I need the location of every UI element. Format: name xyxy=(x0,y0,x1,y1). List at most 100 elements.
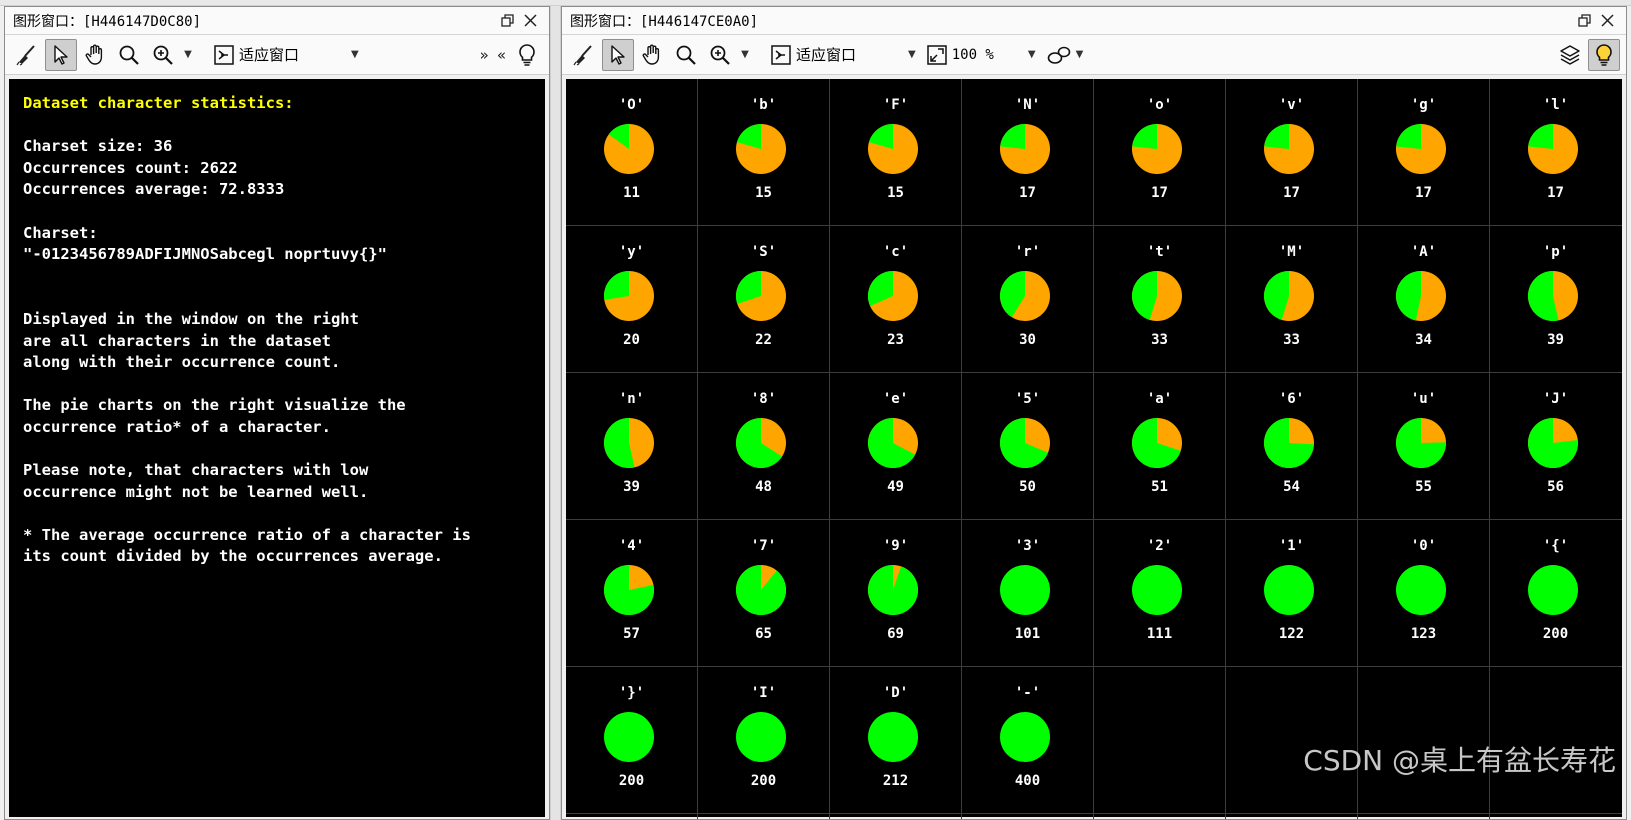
pie-chart xyxy=(604,565,654,615)
statistics-line: Displayed in the window on the right xyxy=(23,309,359,328)
title-bar: 图形窗口：[H446147D0C80] xyxy=(5,7,549,35)
clear-button[interactable] xyxy=(11,39,43,71)
grid-divider xyxy=(1093,79,1094,819)
splitter[interactable] xyxy=(550,6,561,820)
lightbulb-button[interactable] xyxy=(1588,38,1620,71)
pie-count-label: 17 xyxy=(1547,185,1564,201)
pie-char-label: 'p' xyxy=(1542,244,1569,260)
pie-chart xyxy=(868,712,918,762)
pie-chart xyxy=(1264,271,1314,321)
grid-divider xyxy=(566,666,1622,667)
draw-mode-select[interactable]: ▼ xyxy=(1042,39,1088,71)
close-window-button[interactable] xyxy=(519,10,541,32)
grid-divider xyxy=(566,372,1622,373)
pie-chart xyxy=(1528,124,1578,174)
grid-divider xyxy=(697,79,698,819)
zoom-mode-select[interactable]: 适应窗口 ▼ xyxy=(766,39,920,71)
pie-char-label: '-' xyxy=(1014,685,1041,701)
pie-count-label: 55 xyxy=(1415,479,1432,495)
pie-slice-ratio xyxy=(868,271,893,307)
statistics-line: * The average occurrence ratio of a char… xyxy=(23,525,471,544)
pie-chart xyxy=(1396,565,1446,615)
collapse-toolbar-button[interactable]: « xyxy=(496,45,506,64)
pie-cell: '2' 111 xyxy=(1094,520,1225,666)
close-icon xyxy=(523,14,537,27)
pie-cell: 'S' 22 xyxy=(698,226,829,372)
pie-cell: 'e' 49 xyxy=(830,373,961,519)
pie-slice-ratio xyxy=(736,418,783,468)
pie-count-label: 22 xyxy=(755,332,772,348)
restore-window-button[interactable] xyxy=(1574,10,1596,32)
pie-chart xyxy=(604,418,654,468)
pie-char-label: 'g' xyxy=(1410,97,1437,113)
pie-slice-ratio xyxy=(1132,418,1181,468)
zoom-percent-icon xyxy=(926,44,947,65)
pie-count-label: 34 xyxy=(1415,332,1432,348)
magnify-button[interactable] xyxy=(113,39,145,71)
pie-cell: 'g' 17 xyxy=(1358,79,1489,225)
pie-cell: 'D' 212 xyxy=(830,667,961,813)
pie-count-label: 65 xyxy=(755,626,772,642)
pie-char-label: 'I' xyxy=(750,685,777,701)
zoom-dropdown-button[interactable]: ▼ xyxy=(181,39,195,71)
pie-count-label: 51 xyxy=(1151,479,1168,495)
pie-count-label: 50 xyxy=(1019,479,1036,495)
close-icon xyxy=(1600,14,1614,27)
zoom-percent-select[interactable]: 100 % ▼ xyxy=(922,39,1040,71)
pointer-tool-button[interactable] xyxy=(602,38,634,71)
pie-char-label: 'N' xyxy=(1014,97,1041,113)
pie-slice-ratio xyxy=(1528,271,1559,321)
zoom-mode-select[interactable]: 适应窗口 ▼ xyxy=(209,39,363,71)
pie-char-label: '8' xyxy=(750,391,777,407)
broom-icon xyxy=(573,44,592,66)
pie-cell: '8' 48 xyxy=(698,373,829,519)
layers-icon xyxy=(1560,44,1580,65)
expand-toolbar-button[interactable]: » xyxy=(479,45,489,64)
pie-chart xyxy=(1528,418,1578,468)
pie-count-label: 54 xyxy=(1283,479,1300,495)
pie-cell: '7' 65 xyxy=(698,520,829,666)
graphics-window-right: 图形窗口：[H446147CE0A0] ▼ 适应窗口 xyxy=(561,6,1627,820)
zoom-dropdown-button[interactable]: ▼ xyxy=(738,39,752,71)
pan-tool-button[interactable] xyxy=(79,39,111,71)
zoom-in-button[interactable] xyxy=(704,39,736,71)
statistics-line: occurrence ratio* of a character. xyxy=(23,417,331,436)
pie-slice-ratio xyxy=(608,124,629,149)
close-window-button[interactable] xyxy=(1596,10,1618,32)
pie-cell: 'M' 33 xyxy=(1226,226,1357,372)
pie-count-label: 23 xyxy=(887,332,904,348)
pie-cell: '9' 69 xyxy=(830,520,961,666)
pie-slice-ratio xyxy=(1000,565,1050,615)
magnify-button[interactable] xyxy=(670,39,702,71)
zoom-in-button[interactable] xyxy=(147,39,179,71)
pie-count-label: 101 xyxy=(1014,626,1041,642)
shape-draw-icon xyxy=(1047,46,1070,64)
pie-chart xyxy=(736,124,786,174)
zoom-mode-label: 适应窗口 xyxy=(239,46,300,64)
pie-char-label: 'b' xyxy=(750,97,777,113)
pie-slice-ratio xyxy=(1000,124,1025,149)
pie-slice-ratio xyxy=(1264,271,1289,320)
lightbulb-button[interactable] xyxy=(511,39,543,71)
clear-button[interactable] xyxy=(568,39,600,71)
pie-slice-ratio xyxy=(1132,124,1157,149)
pie-slice-ratio xyxy=(1528,418,1578,468)
pie-count-label: 11 xyxy=(623,185,640,201)
grid-divider xyxy=(566,519,1622,520)
pie-char-label: 'y' xyxy=(618,244,645,260)
pie-count-label: 17 xyxy=(1019,185,1036,201)
pie-cell: '1' 122 xyxy=(1226,520,1357,666)
pan-tool-button[interactable] xyxy=(636,39,668,71)
pie-char-label: 'A' xyxy=(1410,244,1437,260)
grid-divider xyxy=(566,813,1622,814)
graphics-window-left: 图形窗口：[H446147D0C80] ▼ 适应窗口 xyxy=(4,6,550,820)
pointer-tool-button[interactable] xyxy=(45,38,77,71)
pie-chart xyxy=(1396,124,1446,174)
pie-chart-grid: 'O' 11 'b' 15 'F' 15 'N' 17 'o' 17 'v' 17 'g' 17 'l' 17… xyxy=(566,79,1622,819)
pie-chart xyxy=(1132,124,1182,174)
chevron-down-icon: ▼ xyxy=(1075,49,1084,60)
pie-chart xyxy=(736,565,786,615)
hand-icon xyxy=(85,44,103,65)
restore-window-button[interactable] xyxy=(497,10,519,32)
layers-button[interactable] xyxy=(1554,39,1586,71)
